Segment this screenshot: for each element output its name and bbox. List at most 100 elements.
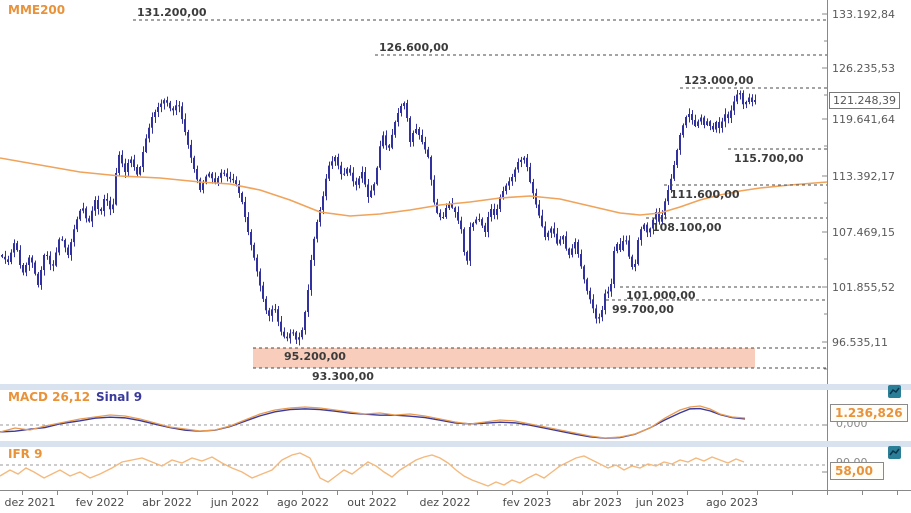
candle-body xyxy=(661,215,663,222)
candle-body xyxy=(283,331,285,337)
candle-body xyxy=(70,242,72,255)
candle-body xyxy=(385,135,387,146)
candle-body xyxy=(199,179,201,190)
price-chart-canvas[interactable] xyxy=(0,0,911,384)
time-axis-label: fev 2023 xyxy=(502,496,552,509)
candle-body xyxy=(499,197,501,209)
candle-body xyxy=(85,208,87,219)
candle-body xyxy=(445,208,447,217)
candle-body xyxy=(409,118,411,142)
candle-body xyxy=(430,157,432,180)
candle-body xyxy=(625,240,627,242)
candle-body xyxy=(565,236,567,249)
candle-body xyxy=(691,114,693,120)
candle-body xyxy=(151,117,153,128)
candle-body xyxy=(652,219,654,229)
candle-body xyxy=(586,279,588,291)
time-axis-label: out 2022 xyxy=(347,496,397,509)
candle-body xyxy=(514,169,516,177)
candle-body xyxy=(166,100,168,103)
candle-body xyxy=(193,157,195,169)
candle-wick xyxy=(626,235,627,245)
candle-body xyxy=(175,105,177,111)
candle-body xyxy=(190,144,192,158)
candle-body xyxy=(46,255,48,256)
candle-body xyxy=(7,259,9,262)
candle-body xyxy=(277,309,279,322)
macd-chart-canvas[interactable] xyxy=(0,390,911,441)
candle-body xyxy=(271,309,273,316)
candle-body xyxy=(235,180,237,184)
candle-body xyxy=(544,226,546,237)
candle-body xyxy=(718,122,720,128)
candle-body xyxy=(508,181,510,186)
candle-body xyxy=(148,127,150,139)
macd-panel-tool-button[interactable] xyxy=(888,385,901,398)
candle-body xyxy=(421,135,423,142)
candle-body xyxy=(319,210,321,222)
candle-body xyxy=(412,133,414,142)
candle-body xyxy=(232,178,234,181)
candle-body xyxy=(649,228,651,233)
candle-body xyxy=(592,299,594,309)
candle-body xyxy=(754,100,756,102)
candle-body xyxy=(181,106,183,120)
candle-body xyxy=(541,215,543,227)
candle-body xyxy=(466,252,468,261)
candle-wick xyxy=(344,167,345,176)
candle-wick xyxy=(740,90,741,100)
ifr-panel-tool-button[interactable] xyxy=(888,446,901,459)
candle-body xyxy=(670,178,672,190)
panel-separator[interactable] xyxy=(0,384,911,390)
candle-body xyxy=(34,262,36,274)
candle-body xyxy=(373,184,375,191)
candle-body xyxy=(472,223,474,227)
time-axis-label: abr 2023 xyxy=(572,496,622,509)
candle-body xyxy=(313,238,315,260)
candle-body xyxy=(634,264,636,267)
candle-body xyxy=(28,257,30,265)
candle-body xyxy=(394,122,396,135)
candle-body xyxy=(505,185,507,191)
candle-body xyxy=(223,172,225,174)
candle-body xyxy=(292,332,294,334)
candle-body xyxy=(523,157,525,160)
candle-body xyxy=(487,217,489,232)
mini-chart-icon xyxy=(889,387,900,395)
candle-body xyxy=(676,150,678,165)
macd-line xyxy=(0,405,746,439)
candle-body xyxy=(376,167,378,185)
candle-body xyxy=(103,199,105,211)
candle-body xyxy=(727,114,729,118)
price-level-label: 111.600,00 xyxy=(670,188,740,201)
candle-body xyxy=(571,248,573,255)
candle-body xyxy=(295,332,297,340)
ifr-line xyxy=(0,452,745,487)
candle-body xyxy=(118,154,120,173)
macd-value-badge: 1.236,826 xyxy=(830,404,908,422)
candle-body xyxy=(568,248,570,255)
current-price-badge: 121.248,39 xyxy=(829,92,900,109)
candle-body xyxy=(220,172,222,178)
candle-body xyxy=(478,219,480,221)
candle-body xyxy=(259,271,261,286)
candle-body xyxy=(658,212,660,222)
candle-body xyxy=(547,232,549,237)
candle-body xyxy=(436,202,438,213)
candle-body xyxy=(247,217,249,232)
ifr-chart-canvas[interactable] xyxy=(0,447,911,490)
candle-body xyxy=(268,310,270,316)
candle-body xyxy=(679,135,681,150)
candle-body xyxy=(241,193,243,202)
candle-body xyxy=(442,217,444,218)
candle-body xyxy=(379,146,381,168)
ifr-indicator-label: IFR 9 xyxy=(8,447,43,461)
panel-separator[interactable] xyxy=(0,441,911,447)
mme200-line xyxy=(0,157,828,217)
candle-body xyxy=(142,152,144,167)
candle-body xyxy=(79,210,81,220)
price-axis-label: 107.469,15 xyxy=(832,226,895,239)
candle-body xyxy=(172,108,174,111)
candle-body xyxy=(343,173,345,175)
candle-body xyxy=(184,119,186,132)
